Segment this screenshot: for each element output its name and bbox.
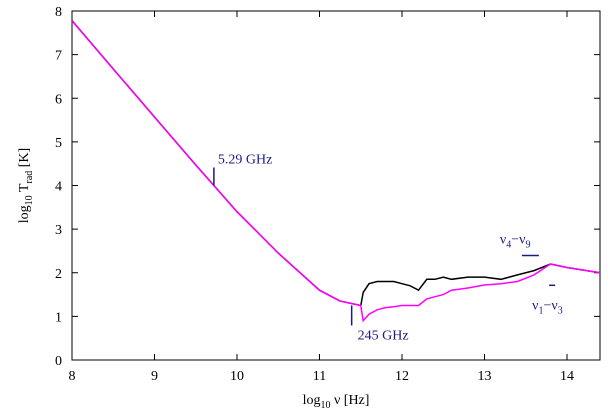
subscript: 10 xyxy=(24,195,35,205)
series-line xyxy=(71,20,601,307)
x-tick-label: 9 xyxy=(151,369,158,384)
x-axis-label: log10 ν [Hz] xyxy=(303,393,370,411)
label-part: [K] xyxy=(17,148,32,171)
label-part: 5.29 GHz xyxy=(218,153,272,168)
plot-frame xyxy=(71,10,601,361)
label-part: log xyxy=(303,393,321,408)
subscript: 1 xyxy=(538,305,543,316)
subscript: 4 xyxy=(506,239,511,250)
y-tick-label: 3 xyxy=(55,223,62,238)
annotation: 245 GHz xyxy=(358,328,409,343)
label-part: −ν xyxy=(511,232,525,247)
annotation: 5.29 GHz xyxy=(218,153,272,168)
x-tick-label: 8 xyxy=(69,369,76,384)
subscript: 10 xyxy=(320,400,330,411)
subscript: 9 xyxy=(525,239,530,250)
annotation: ν4−ν9 xyxy=(500,232,531,250)
x-tick-label: 11 xyxy=(313,369,326,384)
label-part: ν [Hz] xyxy=(330,393,369,408)
label-part: T xyxy=(17,183,32,195)
annotation: ν1−ν3 xyxy=(532,298,563,316)
subscript: rad xyxy=(24,171,35,184)
x-tick-label: 13 xyxy=(478,369,492,384)
label-part: 245 GHz xyxy=(358,328,409,343)
x-tick-label: 12 xyxy=(395,369,409,384)
y-tick-label: 4 xyxy=(55,180,62,195)
label-part: ν xyxy=(500,232,506,247)
y-tick-label: 1 xyxy=(55,310,62,325)
y-tick-label: 5 xyxy=(55,136,62,151)
label-part: log xyxy=(17,205,32,223)
y-tick-label: 2 xyxy=(55,267,62,282)
label-part: −ν xyxy=(543,298,557,313)
y-tick-label: 8 xyxy=(55,5,62,20)
x-tick-label: 10 xyxy=(230,369,244,384)
y-axis-label: log10 Trad [K] xyxy=(17,148,35,223)
y-tick-label: 0 xyxy=(55,354,62,369)
y-tick-label: 7 xyxy=(55,49,62,64)
subscript: 3 xyxy=(558,305,563,316)
x-tick-label: 14 xyxy=(560,369,574,384)
label-part: ν xyxy=(532,298,538,313)
series-line xyxy=(71,20,601,323)
y-tick-label: 6 xyxy=(55,92,62,107)
